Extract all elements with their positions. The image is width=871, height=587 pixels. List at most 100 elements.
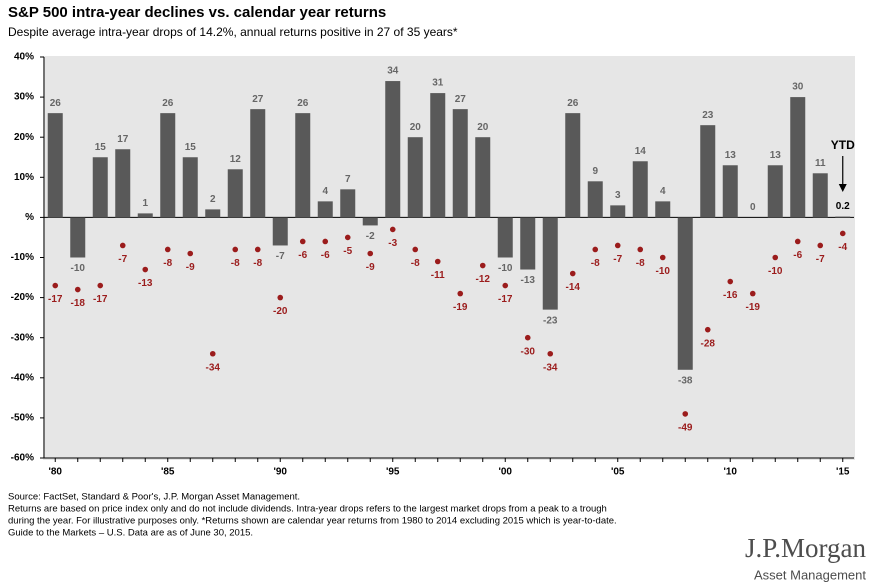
x-tick-label: '15 xyxy=(836,467,850,478)
x-tick-label: '00 xyxy=(498,467,512,478)
drop-value-label: -8 xyxy=(591,258,600,269)
bar xyxy=(610,205,626,218)
y-tick-label: -30% xyxy=(11,332,34,343)
bar xyxy=(767,165,783,218)
bar-value-label: -23 xyxy=(543,315,558,326)
bar xyxy=(722,165,738,218)
drop-dot xyxy=(682,411,689,417)
drop-value-label: -18 xyxy=(71,298,86,309)
chart-subtitle: Despite average intra-year drops of 14.2… xyxy=(8,25,458,39)
drop-dot xyxy=(614,242,621,249)
bar xyxy=(790,97,806,218)
logo: J.P.Morgan xyxy=(745,533,867,563)
drop-dot xyxy=(322,238,329,245)
bar-value-label: 9 xyxy=(592,166,598,177)
drop-value-label: -6 xyxy=(321,250,330,261)
bar-value-label: 15 xyxy=(185,142,197,153)
drop-value-label: -34 xyxy=(543,362,558,373)
bar-value-label: 26 xyxy=(297,98,309,109)
drop-dot xyxy=(367,250,374,257)
drop-dot xyxy=(524,334,531,341)
bar xyxy=(70,217,86,258)
drop-value-label: -19 xyxy=(453,302,468,313)
drop-dot xyxy=(569,270,576,277)
bar-value-label: 13 xyxy=(770,150,782,161)
bar xyxy=(317,201,333,218)
annotation: YTD xyxy=(831,138,855,152)
drop-dot xyxy=(592,246,599,253)
bar xyxy=(632,161,648,218)
drop-value-label: -8 xyxy=(163,258,172,269)
bar xyxy=(137,213,153,218)
chart-title: S&P 500 intra-year declines vs. calendar… xyxy=(8,4,386,21)
bar xyxy=(475,137,491,218)
drop-value-label: -14 xyxy=(566,282,581,293)
bar-value-label: 20 xyxy=(410,122,422,133)
footer-line: Returns are based on price index only an… xyxy=(8,504,607,515)
drop-value-label: -6 xyxy=(793,250,802,261)
drop-dot xyxy=(637,246,644,253)
bar xyxy=(205,209,221,218)
bar xyxy=(700,125,716,218)
footer-line: during the year. For illustrative purpos… xyxy=(8,516,617,527)
bar xyxy=(227,169,243,218)
bar-value-label: 13 xyxy=(725,150,737,161)
y-tick-label: 20% xyxy=(14,132,34,143)
y-tick-label: -10% xyxy=(11,252,34,263)
drop-value-label: -7 xyxy=(118,254,127,265)
footer-line: Guide to the Markets – U.S. Data are as … xyxy=(8,528,253,539)
drop-dot xyxy=(547,350,554,357)
bar xyxy=(272,217,288,246)
drop-value-label: -17 xyxy=(498,294,513,305)
drop-dot xyxy=(299,238,306,245)
drop-dot xyxy=(187,250,194,257)
bar xyxy=(542,217,558,310)
bar-value-label: 12 xyxy=(230,154,242,165)
bar xyxy=(565,113,581,218)
drop-value-label: -6 xyxy=(298,250,307,261)
drop-dot xyxy=(389,226,396,233)
bar-value-label: 0 xyxy=(750,202,756,213)
drop-value-label: -19 xyxy=(746,302,761,313)
bar xyxy=(92,157,108,218)
bar xyxy=(250,109,266,218)
bar-value-label: 15 xyxy=(95,142,107,153)
bar-value-label: -13 xyxy=(521,275,536,286)
bar xyxy=(182,157,198,218)
y-tick-label: 30% xyxy=(14,92,34,103)
drop-value-label: -7 xyxy=(816,254,825,265)
bar xyxy=(430,93,446,218)
bar xyxy=(587,181,603,218)
drop-value-label: -5 xyxy=(343,246,352,257)
x-tick-label: '10 xyxy=(723,467,737,478)
bar-value-label: 1 xyxy=(142,198,148,209)
x-tick-label: '90 xyxy=(273,467,287,478)
bar-value-label: 2 xyxy=(210,194,216,205)
bar-value-label: 27 xyxy=(252,94,264,105)
drop-value-label: -7 xyxy=(613,254,622,265)
drop-dot xyxy=(704,326,711,333)
bar xyxy=(812,173,828,218)
drop-dot xyxy=(254,246,261,253)
bar-value-label: 7 xyxy=(345,174,351,185)
bar-value-label: -10 xyxy=(71,263,86,274)
drop-value-label: -17 xyxy=(93,294,108,305)
drop-dot xyxy=(434,258,441,265)
drop-dot xyxy=(457,290,464,297)
y-tick-label: % xyxy=(25,212,34,223)
x-tick-label: '05 xyxy=(611,467,625,478)
bar-value-label: 26 xyxy=(567,98,579,109)
bar-value-label: 4 xyxy=(660,186,666,197)
drop-value-label: -3 xyxy=(388,238,397,249)
drop-value-label: -11 xyxy=(431,270,445,281)
drop-dot xyxy=(794,238,801,245)
bar xyxy=(407,137,423,218)
drop-dot xyxy=(52,282,59,289)
drop-dot xyxy=(772,254,779,261)
y-tick-label: 10% xyxy=(14,172,34,183)
drop-dot xyxy=(164,246,171,253)
drop-dot xyxy=(479,262,486,269)
bar-value-label: 31 xyxy=(432,78,444,89)
drop-dot xyxy=(209,350,216,357)
bar-value-label: 11 xyxy=(815,158,826,169)
